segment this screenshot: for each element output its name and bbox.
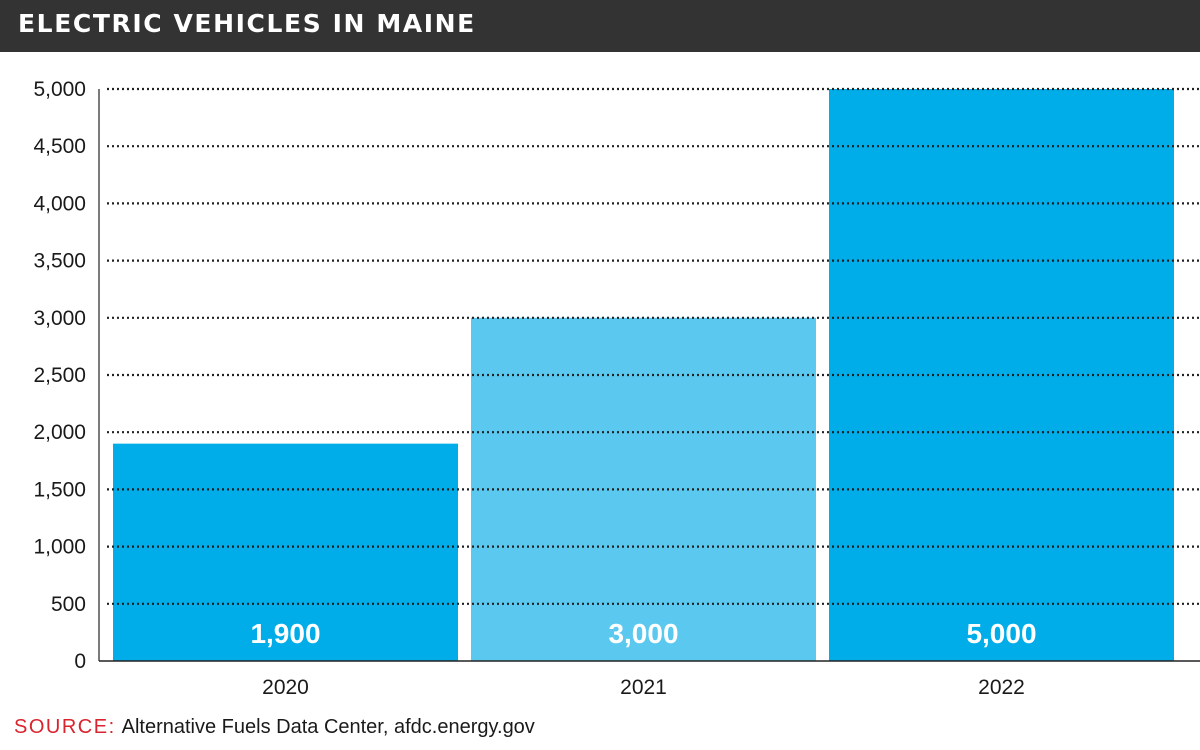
- y-tick-label-500: 500: [51, 593, 86, 616]
- header-bar: ELECTRIC VEHICLES IN MAINE: [0, 0, 1200, 52]
- y-tick-label-0: 0: [74, 650, 86, 673]
- bar-value-label-2020: 1,900: [250, 618, 320, 649]
- bar-2020: [113, 443, 458, 661]
- x-tick-label-2020: 2020: [262, 676, 309, 699]
- x-tick-label-2021: 2021: [620, 676, 667, 699]
- source-text: Alternative Fuels Data Center, afdc.ener…: [121, 716, 535, 738]
- y-tick-label-2500: 2,500: [33, 364, 86, 387]
- bar-2022: [829, 89, 1174, 661]
- x-tick-label-2022: 2022: [978, 676, 1025, 699]
- y-tick-label-3500: 3,500: [33, 250, 86, 273]
- y-tick-label-1000: 1,000: [33, 536, 86, 559]
- y-tick-label-4000: 4,000: [33, 192, 86, 215]
- source-label: SOURCE:: [14, 716, 116, 738]
- y-tick-label-1500: 1,500: [33, 478, 86, 501]
- bar-chart: 1,900 2020 3,000 2021 5,000 2022 0 500 1,000 1,50…: [33, 78, 1200, 699]
- y-tick-label-3000: 3,000: [33, 307, 86, 330]
- y-tick-label-5000: 5,000: [33, 78, 86, 101]
- chart-title: ELECTRIC VEHICLES IN MAINE: [18, 9, 476, 38]
- bar-value-label-2021: 3,000: [608, 618, 678, 649]
- source-note: SOURCE: Alternative Fuels Data Center, af…: [14, 716, 535, 739]
- y-tick-label-4500: 4,500: [33, 135, 86, 158]
- y-tick-label-2000: 2,000: [33, 421, 86, 444]
- bar-value-label-2022: 5,000: [966, 618, 1036, 649]
